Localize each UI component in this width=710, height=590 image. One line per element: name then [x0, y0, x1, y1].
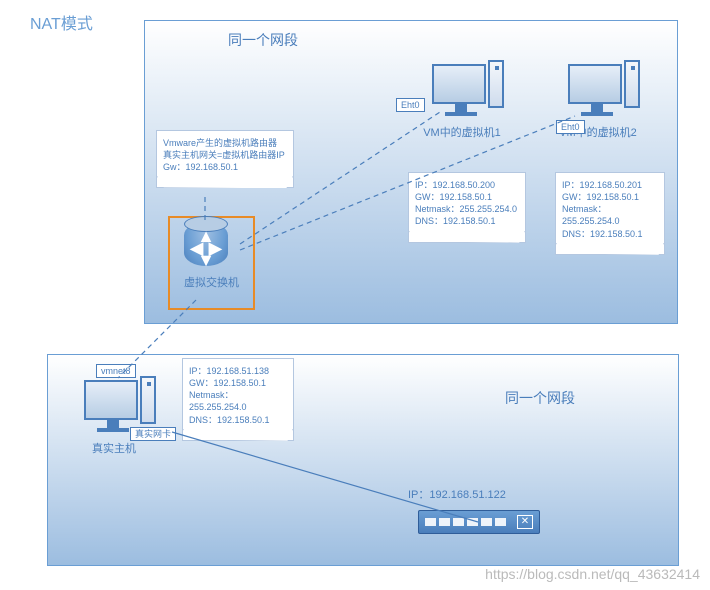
virtual-switch: ▲◀ ▶▼ 虚拟交换机 [168, 216, 255, 310]
host-label: 真实主机 [64, 440, 164, 456]
vm1-pc: VM中的虚拟机1 [432, 64, 486, 104]
host-info-card: IP：192.168.51.138 GW：192.158.50.1 Netmas… [182, 358, 294, 441]
switch-x-icon: ✕ [517, 515, 533, 529]
switch-ip-label: IP：192.168.51.122 [408, 486, 506, 502]
vmware-card-line: 真实主机网关=虚拟机路由器IP [163, 149, 287, 161]
info-line: IP：192.168.50.200 [415, 179, 519, 191]
info-line: Netmask：255.255.254.0 [562, 203, 658, 227]
host-realnic-tag: 真实网卡 [130, 427, 176, 441]
vm2-pc: VM中的虚拟机2 [568, 64, 622, 104]
vm1-nic-tag: Eht0 [396, 98, 425, 112]
port-icon [439, 518, 450, 526]
info-line: GW：192.158.50.1 [415, 191, 519, 203]
info-line: GW：192.158.50.1 [562, 191, 658, 203]
physical-switch-icon: ✕ [418, 510, 540, 534]
watermark: https://blog.csdn.net/qq_43632414 [485, 566, 700, 582]
port-icon [467, 518, 478, 526]
segment-bottom-label: 同一个网段 [505, 388, 575, 408]
tower-icon [624, 60, 640, 108]
monitor-icon [84, 380, 138, 420]
info-line: Netmask：255.255.254.0 [415, 203, 519, 215]
vm2-nic-tag: Eht0 [556, 120, 585, 134]
vm1-info-card: IP：192.168.50.200 GW：192.158.50.1 Netmas… [408, 172, 526, 243]
info-line: DNS：192.158.50.1 [189, 414, 287, 426]
tower-icon [140, 376, 156, 424]
arrows-icon: ▲◀ ▶▼ [184, 230, 228, 266]
vmware-card-line: Vmware产生的虚拟机路由器 [163, 137, 287, 149]
port-icon [453, 518, 464, 526]
vm2-info-card: IP：192.168.50.201 GW：192.158.50.1 Netmas… [555, 172, 665, 255]
info-line: Netmask：255.255.254.0 [189, 389, 287, 413]
segment-top-label: 同一个网段 [228, 30, 298, 50]
monitor-icon [568, 64, 622, 104]
tower-icon [488, 60, 504, 108]
info-line: DNS：192.158.50.1 [415, 215, 519, 227]
vm1-label: VM中的虚拟机1 [412, 124, 512, 140]
vswitch-icon: ▲◀ ▶▼ [184, 222, 228, 266]
vmware-card-line: Gw：192.168.50.1 [163, 161, 287, 173]
port-icon [481, 518, 492, 526]
diagram-title: NAT模式 [30, 10, 93, 34]
port-icon [495, 518, 506, 526]
info-line: GW：192.158.50.1 [189, 377, 287, 389]
info-line: IP：192.168.50.201 [562, 179, 658, 191]
info-line: DNS：192.158.50.1 [562, 228, 658, 240]
vswitch-label: 虚拟交换机 [184, 274, 239, 290]
host-pc: 真实主机 [84, 380, 138, 420]
host-vmnet8-tag: vmnet8 [96, 364, 136, 378]
info-line: IP：192.168.51.138 [189, 365, 287, 377]
monitor-icon [432, 64, 486, 104]
vmware-router-card: Vmware产生的虚拟机路由器 真实主机网关=虚拟机路由器IP Gw：192.1… [156, 130, 294, 188]
port-icon [425, 518, 436, 526]
